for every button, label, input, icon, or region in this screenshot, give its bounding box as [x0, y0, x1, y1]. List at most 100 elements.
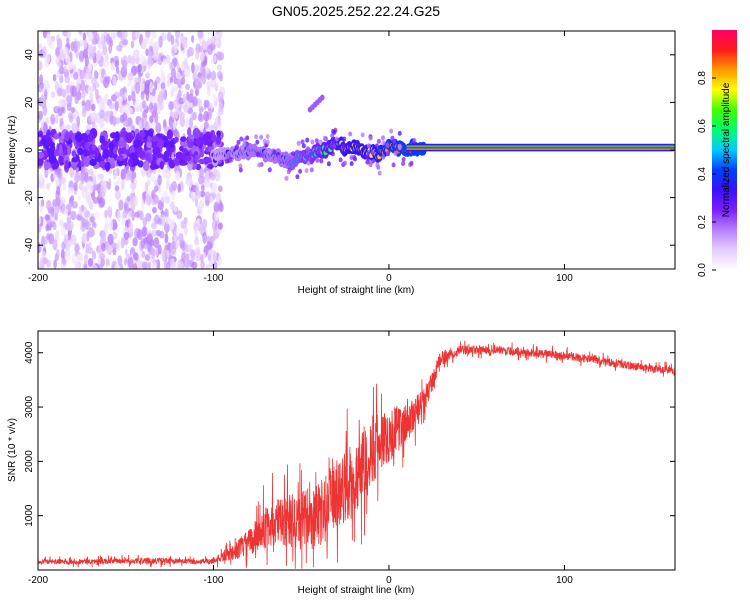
spectrogram-noise-cell	[199, 124, 204, 133]
spectrogram-noise-cell	[55, 46, 60, 57]
spectrogram-scatter-cell	[239, 136, 244, 142]
spectrogram-noise-cell	[87, 257, 94, 267]
spectrogram-ytick-label: 0	[24, 147, 35, 153]
spectrogram-noise-cell	[170, 34, 175, 46]
spectrogram-noise-cell	[61, 88, 66, 98]
spectrogram-scatter-cell	[242, 142, 247, 148]
spectrogram-band-cell	[145, 152, 152, 164]
spectrogram-noise-cell	[173, 85, 178, 92]
spectrogram-noise-cell	[98, 97, 103, 107]
spectrogram-noise-cell	[204, 99, 210, 109]
spectrogram-noise-cell	[143, 83, 150, 96]
spectrogram-noise-cell	[191, 62, 195, 74]
spectrogram-band-cell	[114, 131, 120, 142]
spectrogram-noise-cell	[44, 214, 50, 221]
spectrogram-noise-cell	[48, 167, 53, 174]
spectrogram-noise-cell	[137, 63, 142, 73]
spectrogram-scatter-cell	[262, 138, 267, 144]
spectrogram-noise-cell	[166, 172, 170, 183]
spectrogram-noise-cell	[179, 117, 186, 128]
spectrogram-noise-cell	[218, 51, 225, 61]
spectrogram-band-cell	[152, 146, 161, 156]
spectrogram-band-cell	[112, 146, 118, 155]
spectrogram-tone-core	[406, 146, 675, 149]
spectrogram-noise-cell	[161, 168, 167, 179]
spectrogram-band-cell	[216, 130, 221, 137]
chart-title: GN05.2025.252.22.24.G25	[272, 3, 440, 19]
spectrogram-scatter-cell	[235, 144, 239, 150]
spectrogram-noise-cell	[139, 210, 144, 221]
spectrogram-noise-cell	[195, 49, 200, 61]
spectrogram-noise-cell	[91, 220, 96, 228]
spectrogram-noise-cell	[155, 76, 161, 84]
spectrogram-noise-cell	[126, 105, 131, 115]
spectrogram-scatter-cell	[305, 146, 310, 152]
spectrogram-noise-cell	[73, 71, 79, 80]
spectrogram-noise-cell	[190, 192, 196, 199]
spectrogram-scatter-cell	[224, 158, 229, 164]
spectrogram-band-cell	[215, 135, 222, 145]
spectrogram-scatter-cell	[306, 160, 311, 166]
colorbar: 0.0 0.2 0.4 0.6 0.8 Normalized spectral ampl…	[697, 30, 737, 277]
spectrogram-scatter-cell	[381, 140, 386, 146]
spectrogram-noise-cell	[51, 206, 55, 217]
spectrogram-noise-cell	[155, 122, 162, 134]
spectrogram-band-cell	[108, 142, 115, 150]
spectrogram-noise-cell	[53, 259, 57, 269]
spectrogram-noise-cell	[124, 248, 128, 256]
spectrogram-noise-cell	[171, 67, 176, 78]
spectrogram-noise-cell	[120, 65, 128, 78]
spectrogram-scatter-cell	[279, 157, 283, 163]
spectrogram-band-cell	[64, 160, 69, 170]
spectrogram-noise-cell	[114, 263, 121, 269]
spectrogram-noise-cell	[117, 255, 123, 266]
spectrogram-scatter-cell	[300, 139, 305, 145]
spectrogram-noise-cell	[202, 67, 206, 79]
spectrogram-noise-cell	[154, 245, 159, 257]
spectrogram-noise-cell	[181, 60, 188, 72]
spectrogram-noise-cell	[41, 251, 46, 258]
spectrogram-noise-cell	[114, 60, 119, 68]
spectrogram-noise-cell	[87, 187, 94, 194]
spectrogram-noise-cell	[202, 252, 206, 259]
spectrogram-noise-cell	[63, 234, 68, 245]
spectrogram-scatter-cell	[389, 128, 394, 134]
spectrogram-noise-cell	[80, 172, 86, 185]
spectrogram-noise-cell	[110, 32, 117, 40]
spectrogram-noise-cell	[45, 117, 50, 124]
spectrogram-noise-cell	[59, 117, 64, 127]
spectrogram-noise-cell	[71, 254, 77, 265]
spectrogram-noise-cell	[170, 86, 174, 97]
spectrogram-noise-cell	[46, 32, 51, 43]
spectrogram-noise-cell	[99, 253, 106, 260]
spectrogram-noise-cell	[106, 75, 111, 84]
spectrogram-band-cell	[125, 132, 133, 144]
spectrogram-scatter-cell	[381, 135, 385, 141]
spectrogram-noise-cell	[50, 91, 56, 98]
spectrogram-noise-cell	[110, 61, 115, 71]
spectrogram-noise-cell	[91, 103, 96, 112]
spectrogram-noise-cell	[211, 33, 217, 45]
spectrogram-scatter-cell	[322, 135, 327, 141]
spectrogram-scatter-cell	[238, 167, 243, 173]
spectrogram-noise-cell	[46, 233, 50, 240]
spectrogram-noise-cell	[152, 206, 157, 214]
spectrogram-band-cell	[38, 151, 45, 159]
spectrogram-noise-cell	[117, 96, 124, 103]
spectrogram-scatter-cell	[330, 133, 335, 139]
spectrogram-noise-cell	[170, 201, 175, 210]
spectrogram-noise-cell	[38, 173, 44, 183]
spectrogram-noise-cell	[198, 106, 204, 113]
spectrogram-scatter-cell	[257, 162, 262, 168]
spectrogram-noise-cell	[76, 80, 80, 91]
spectrogram-noise-cell	[218, 185, 223, 193]
spectrogram-band-cell	[183, 155, 192, 162]
spectrogram-noise-cell	[175, 71, 181, 80]
spectrogram-noise-cell	[205, 199, 210, 207]
spectrogram-noise-cell	[127, 117, 133, 127]
spectrogram-band-cell	[174, 136, 179, 143]
spectrogram-noise-cell	[214, 169, 221, 182]
spectrogram-noise-cell	[128, 222, 134, 234]
spectrogram-noise-cell	[113, 180, 119, 187]
spectrogram-noise-cell	[84, 211, 91, 218]
